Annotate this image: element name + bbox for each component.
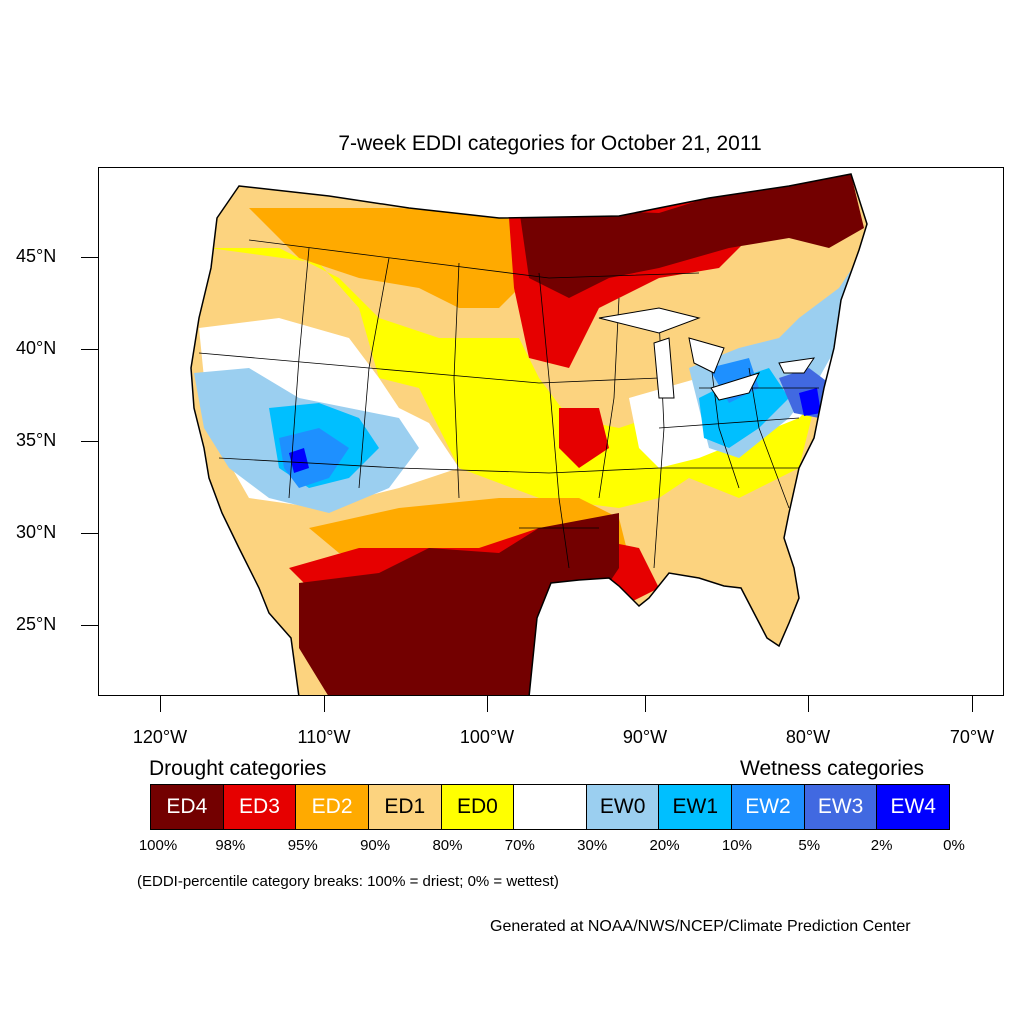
legend-cell-ew2: EW2 <box>732 785 805 829</box>
lat-label-30: 30°N <box>16 522 57 542</box>
break-label: 100% <box>138 837 178 854</box>
legend-cell-ew4: EW4 <box>877 785 950 829</box>
lat-label-35: 35°N <box>16 430 57 450</box>
break-label: 90% <box>360 837 391 854</box>
legend-cell-ew1: EW1 <box>659 785 733 829</box>
color-legend: ED4 ED3 ED2 ED1 ED0 EW0 EW1 EW2 EW3 EW4 <box>150 784 950 830</box>
eddi-map <box>98 167 1004 696</box>
legend-cell-ed1: ED1 <box>368 785 442 829</box>
break-label: 0% <box>943 837 965 854</box>
legend-cell-ed3: ED3 <box>223 785 297 829</box>
region-ew2-west <box>279 428 349 488</box>
lat-label-25: 25°N <box>16 614 57 634</box>
lon-tick <box>808 696 809 712</box>
lon-tick <box>324 696 325 712</box>
region-ed3-central <box>559 408 609 468</box>
lat-tick <box>81 625 98 626</box>
legend-cell-neutral <box>514 785 587 829</box>
lon-tick <box>645 696 646 712</box>
break-label: 10% <box>721 837 752 854</box>
break-label: 95% <box>287 837 318 854</box>
break-label: 2% <box>870 837 893 854</box>
lon-tick <box>487 696 488 712</box>
lon-tick <box>972 696 973 712</box>
lon-label-90: 90°W <box>622 727 668 747</box>
break-label: 30% <box>577 837 608 854</box>
region-ew4-east <box>799 388 821 416</box>
lon-label-120: 120°W <box>132 727 188 747</box>
map-title: 7-week EDDI categories for October 21, 2… <box>338 132 762 155</box>
state-boundaries <box>198 239 819 569</box>
break-label: 80% <box>432 837 463 854</box>
lat-label-40: 40°N <box>16 338 57 358</box>
break-label: 70% <box>504 837 535 854</box>
drought-heading: Drought categories <box>149 757 327 780</box>
region-ed4-north <box>519 174 864 298</box>
lat-tick <box>81 349 98 350</box>
lat-tick <box>81 441 98 442</box>
legend-cell-ed2: ED2 <box>296 785 369 829</box>
legend-note: (EDDI-percentile category breaks: 100% =… <box>137 873 559 890</box>
wetness-heading: Wetness categories <box>740 757 925 780</box>
lat-tick <box>81 257 98 258</box>
map-canvas <box>190 173 868 695</box>
break-label: 5% <box>798 837 821 854</box>
lon-label-80: 80°W <box>785 727 831 747</box>
credit-line: Generated at NOAA/NWS/NCEP/Climate Predi… <box>490 918 911 935</box>
break-label: 20% <box>649 837 680 854</box>
legend-cell-ew0: EW0 <box>586 785 660 829</box>
lat-tick <box>81 533 98 534</box>
lon-label-100: 100°W <box>459 727 515 747</box>
coastline <box>190 173 868 695</box>
lat-label-45: 45°N <box>16 246 57 266</box>
legend-cell-ed4: ED4 <box>151 785 224 829</box>
great-lakes <box>598 307 816 401</box>
lon-tick <box>160 696 161 712</box>
legend-cell-ew3: EW3 <box>804 785 878 829</box>
region-ew4-west <box>289 448 309 473</box>
break-label: 98% <box>215 837 246 854</box>
legend-cell-ed0: ED0 <box>441 785 515 829</box>
lon-label-110: 110°W <box>297 727 351 747</box>
lon-label-70: 70°W <box>949 727 995 747</box>
